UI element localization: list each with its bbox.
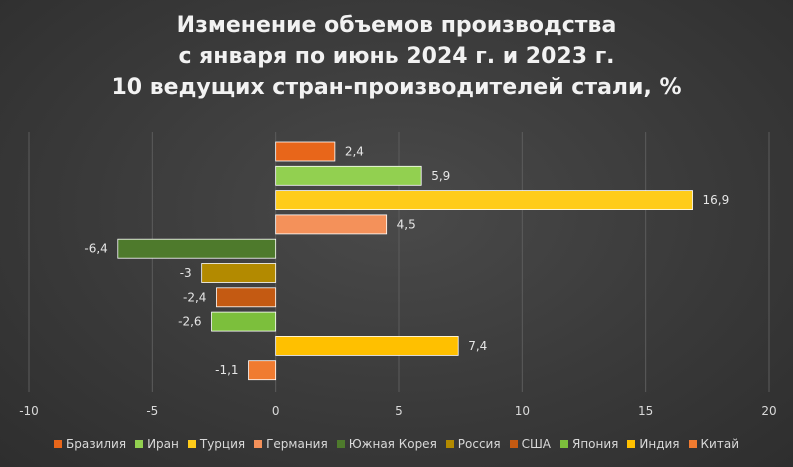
legend-label: Южная Корея xyxy=(348,437,437,451)
x-tick-label: 0 xyxy=(272,404,280,418)
legend-item: Иран xyxy=(135,437,179,451)
legend-swatch xyxy=(54,440,62,448)
legend-swatch xyxy=(187,440,196,448)
legend-swatch xyxy=(135,440,144,448)
legend-swatch xyxy=(336,440,345,448)
data-label: -2,6 xyxy=(178,315,201,329)
bar xyxy=(275,190,693,211)
x-tick-label: 15 xyxy=(638,404,653,418)
data-label: 16,9 xyxy=(703,193,730,207)
legend-item: Германия xyxy=(254,437,328,451)
legend-label: Китай xyxy=(700,437,739,451)
bar xyxy=(117,238,277,259)
chart-title: Изменение объемов производства с января … xyxy=(0,10,793,103)
data-label: 5,9 xyxy=(431,169,450,183)
legend-label: Турция xyxy=(199,437,246,451)
legend-label: Германия xyxy=(266,437,328,451)
legend-item: Япония xyxy=(560,437,618,451)
legend-item: Южная Корея xyxy=(336,437,437,451)
legend-item: Индия xyxy=(627,437,680,451)
data-label: -1,1 xyxy=(215,363,238,377)
legend-item: Россия xyxy=(445,437,501,451)
chart-title-line-3: 10 ведущих стран-производителей стали, % xyxy=(111,75,682,100)
legend-swatch xyxy=(445,440,454,448)
legend-item: Турция xyxy=(187,437,246,451)
x-tick-label: 5 xyxy=(395,404,403,418)
chart-title-line-1: Изменение объемов производства xyxy=(176,13,617,38)
bar xyxy=(275,141,336,162)
bar xyxy=(275,165,422,186)
x-tick-label: 10 xyxy=(515,404,530,418)
legend-swatch xyxy=(560,440,568,448)
legend-item: Китай xyxy=(688,437,739,451)
legend-label: Иран xyxy=(147,437,179,451)
data-label: 4,5 xyxy=(397,217,416,231)
legend-label: Индия xyxy=(639,437,680,451)
legend-item: Бразилия xyxy=(54,437,126,451)
chart-legend: Бразилия Иран Турция Германия Южная Корея Рос… xyxy=(0,437,793,451)
x-tick-label: 20 xyxy=(761,404,776,418)
bar xyxy=(275,335,459,356)
legend-label: Япония xyxy=(572,437,619,451)
bar xyxy=(275,214,388,235)
x-tick-label: -5 xyxy=(146,404,158,418)
data-label: 7,4 xyxy=(468,339,487,353)
bar xyxy=(211,311,277,332)
legend-swatch xyxy=(688,440,697,448)
legend-swatch xyxy=(509,440,518,448)
data-label: -6,4 xyxy=(84,242,107,256)
bar xyxy=(216,287,277,308)
legend-label: США xyxy=(521,437,551,451)
data-label: -2,4 xyxy=(183,290,206,304)
bar xyxy=(248,360,277,381)
legend-swatch xyxy=(627,440,636,448)
legend-label: Россия xyxy=(457,437,501,451)
bar xyxy=(201,263,277,283)
legend-item: США xyxy=(509,437,551,451)
data-label: 2,4 xyxy=(345,145,364,159)
chart-title-line-2: с января по июнь 2024 г. и 2023 г. xyxy=(178,44,615,69)
legend-swatch xyxy=(254,440,263,448)
legend-label: Бразилия xyxy=(66,437,127,451)
x-tick-label: -10 xyxy=(19,404,39,418)
data-label: -3 xyxy=(180,266,192,280)
